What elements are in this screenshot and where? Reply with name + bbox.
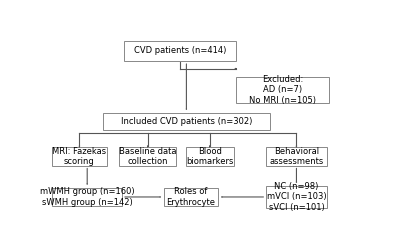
FancyBboxPatch shape	[124, 41, 236, 61]
Text: Behavioral
assessments: Behavioral assessments	[269, 147, 324, 166]
FancyBboxPatch shape	[52, 147, 106, 166]
Text: Baseline data
collection: Baseline data collection	[119, 147, 176, 166]
Text: Included CVD patients (n=302): Included CVD patients (n=302)	[121, 117, 252, 126]
FancyBboxPatch shape	[119, 147, 176, 166]
FancyBboxPatch shape	[103, 113, 270, 130]
Text: Excluded:
AD (n=7)
No MRI (n=105): Excluded: AD (n=7) No MRI (n=105)	[249, 75, 316, 105]
Text: CVD patients (n=414): CVD patients (n=414)	[134, 47, 226, 55]
FancyBboxPatch shape	[266, 147, 327, 166]
Text: MRI: Fazekas
scoring: MRI: Fazekas scoring	[52, 147, 106, 166]
Text: NC (n=98)
mVCI (n=103)
sVCI (n=101): NC (n=98) mVCI (n=103) sVCI (n=101)	[267, 182, 326, 212]
FancyBboxPatch shape	[266, 186, 327, 208]
FancyBboxPatch shape	[52, 188, 122, 206]
FancyBboxPatch shape	[186, 147, 234, 166]
FancyBboxPatch shape	[164, 188, 218, 206]
Text: mWMH group (n=160)
sWMH group (n=142): mWMH group (n=160) sWMH group (n=142)	[40, 187, 134, 207]
Text: Roles of
Erythrocyte: Roles of Erythrocyte	[166, 187, 216, 207]
Text: Blood
biomarkers: Blood biomarkers	[186, 147, 233, 166]
FancyBboxPatch shape	[236, 77, 329, 103]
